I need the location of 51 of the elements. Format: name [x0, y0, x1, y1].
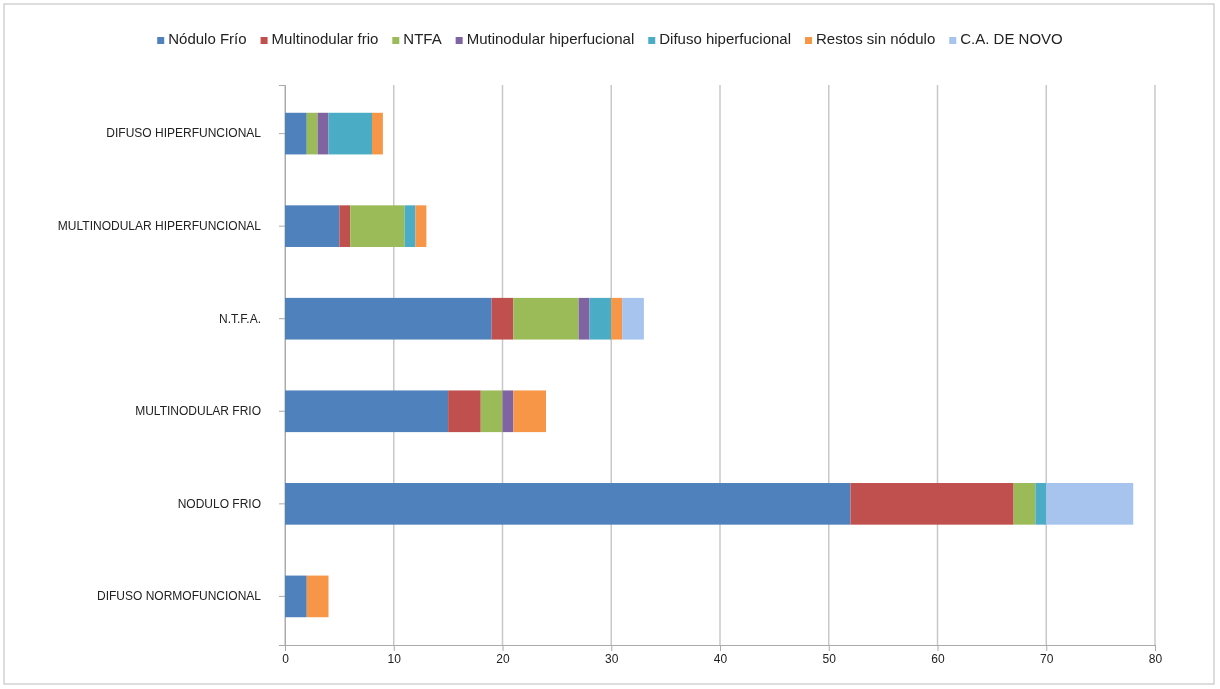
bar	[611, 297, 623, 340]
bar	[415, 205, 427, 247]
bar	[448, 390, 481, 433]
bar	[850, 483, 1014, 525]
y-tick-label: MULTINODULAR HIPERFUNCIONAL	[57, 219, 262, 233]
x-tick-label: 60	[931, 651, 945, 666]
bar	[1035, 483, 1047, 525]
legend-label: Difuso hiperfucional	[659, 30, 792, 47]
y-tick-label: DIFUSO NORMOFUNCIONAL	[96, 589, 262, 604]
bar	[1046, 483, 1134, 525]
bar	[513, 390, 546, 433]
bar	[285, 483, 851, 525]
bar	[285, 205, 340, 247]
bar	[306, 575, 329, 618]
bar	[328, 112, 372, 155]
bar	[589, 297, 612, 340]
bar	[502, 390, 514, 433]
y-tick-label: NODULO FRIO	[177, 496, 261, 511]
x-tick-label: 80	[1148, 651, 1163, 666]
x-tick-label: 40	[713, 651, 728, 666]
bar	[404, 205, 416, 247]
bar	[285, 297, 492, 340]
y-tick-label: DIFUSO HIPERFUNCIONAL	[106, 126, 262, 141]
bar	[317, 112, 329, 155]
y-tick-label: N.T.F.A.	[218, 311, 261, 326]
bar	[350, 205, 405, 247]
bar	[491, 297, 514, 340]
x-tick-label: 70	[1040, 651, 1054, 666]
y-tick-label: MULTINODULAR FRIO	[135, 404, 261, 419]
bar	[578, 297, 590, 340]
legend-label: Nódulo Frío	[168, 30, 247, 47]
x-tick-label: 20	[496, 651, 510, 666]
bar	[285, 575, 307, 618]
bar	[1013, 483, 1036, 525]
legend-label: Mutinodular hiperfucional	[466, 30, 635, 47]
legend-label: Restos sin nódulo	[816, 30, 936, 47]
legend-label: NTFA	[403, 30, 442, 47]
bar	[622, 297, 644, 340]
bar	[513, 297, 579, 340]
bar	[480, 390, 503, 433]
bar	[285, 390, 449, 433]
bar	[339, 205, 351, 247]
bar	[372, 112, 383, 155]
x-tick-label: 50	[822, 651, 837, 666]
x-tick-label: 30	[605, 651, 619, 666]
bar	[285, 112, 307, 155]
legend-label: Multinodular frio	[271, 30, 379, 47]
x-tick-label: 10	[387, 651, 402, 666]
legend-label: C.A. DE NOVO	[960, 30, 1063, 47]
bar	[306, 112, 318, 155]
x-tick-label: 0	[282, 651, 290, 666]
